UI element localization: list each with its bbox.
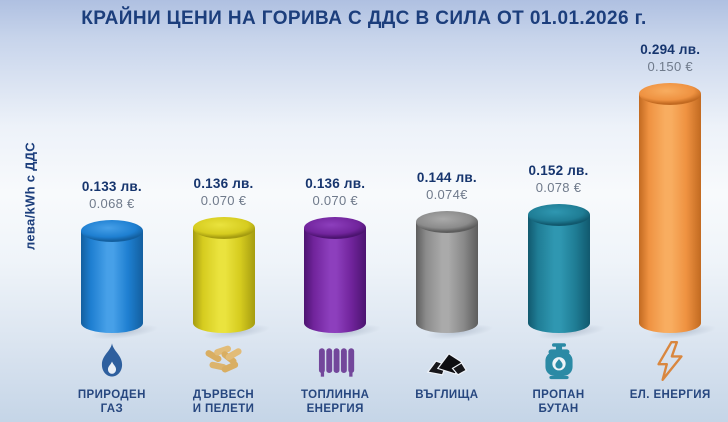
category-label: ТОПЛИННА ЕНЕРГИЯ [301, 384, 369, 422]
price-label-bgn: 0.152 лв. [528, 163, 589, 178]
category-label: ВЪГЛИЩА [415, 384, 478, 422]
chart-column: 0.152 лв. 0.078 € ПРОПАН БУТАН [503, 40, 627, 422]
bar-cylinder-top [304, 217, 367, 239]
bar-cylinder [639, 83, 728, 346]
bar-cylinder-top [192, 217, 255, 239]
bar-cylinder [192, 217, 292, 346]
fuel-icon-box [648, 336, 692, 384]
category-label-line: ЕЛ. ЕНЕРГИЯ [629, 389, 711, 401]
chart-column: 0.294 лв. 0.150 € ЕЛ. ЕНЕРГИЯ [614, 40, 728, 422]
bar-cylinder [80, 220, 180, 346]
category-label-line: ЕНЕРГИЯ [306, 403, 364, 416]
bar-cylinder-body [80, 231, 143, 333]
price-label-bgn: 0.136 лв. [305, 176, 366, 191]
coal-icon [426, 352, 467, 376]
bar-cylinder [415, 211, 515, 346]
bar-cylinder-body [415, 222, 478, 333]
lightning-icon [657, 341, 683, 381]
bars-row: 0.133 лв. 0.068 € ПРИРОДЕН ГАЗ 0.136 лв. 0.07… [56, 40, 728, 422]
wood-pellets-icon [204, 345, 242, 373]
price-label-eur: 0.070 € [312, 193, 358, 208]
category-label: ПРОПАН БУТАН [533, 384, 585, 422]
chart-column: 0.136 лв. 0.070 € ТОПЛИННА ЕНЕРГИЯ [279, 40, 403, 422]
bar-cylinder-top [415, 211, 478, 233]
chart-column: 0.144 лв. 0.074€ ВЪГЛИЩА [391, 40, 515, 422]
bar-cylinder-top [80, 220, 143, 242]
fuel-icon-box [201, 336, 247, 384]
category-label-line: ТОПЛИННА [300, 389, 370, 401]
bar-cylinder [304, 217, 403, 346]
price-label-eur: 0.078 € [535, 180, 582, 195]
category-label-line: ГАЗ [100, 403, 124, 416]
category-label: ЕЛ. ЕНЕРГИЯ [630, 384, 711, 422]
category-label: ДЪРВЕСН И ПЕЛЕТИ [193, 384, 255, 422]
chart-column: 0.136 лв. 0.070 € ДЪРВЕСН И ПЕЛЕТИ [168, 40, 292, 422]
category-label: ПРИРОДЕН ГАЗ [78, 384, 146, 422]
bar-chart: 0.133 лв. 0.068 € ПРИРОДЕН ГАЗ 0.136 лв. 0.07… [56, 40, 728, 422]
bar-cylinder-body [527, 215, 590, 333]
gas-bottle-icon [544, 343, 573, 380]
price-label-eur: 0.068 € [89, 196, 135, 211]
bar-cylinder [527, 204, 627, 346]
fuel-icon-box [538, 336, 580, 384]
category-label-line: БУТАН [538, 403, 579, 416]
bar-cylinder-top [639, 83, 702, 105]
price-label-eur: 0.074€ [426, 187, 468, 202]
y-axis-label: лева/kWh с ДДС [22, 142, 38, 250]
fuel-icon-box [90, 336, 134, 384]
radiator-icon [319, 348, 355, 377]
bar-cylinder-body [304, 228, 367, 333]
price-label-bgn: 0.294 лв. [640, 42, 701, 57]
category-label-line: ПРИРОДЕН [77, 389, 146, 401]
flame-icon [101, 343, 122, 377]
category-label-line: И ПЕЛЕТИ [192, 403, 255, 416]
category-label-line: ВЪГЛИЩА [415, 389, 479, 401]
chart-column: 0.133 лв. 0.068 € ПРИРОДЕН ГАЗ [56, 40, 180, 422]
price-label-bgn: 0.144 лв. [416, 170, 477, 185]
price-label-eur: 0.150 € [647, 59, 693, 74]
price-label-bgn: 0.136 лв. [193, 176, 254, 191]
page-title: КРАЙНИ ЦЕНИ НА ГОРИВА С ДДС В СИЛА ОТ 01… [81, 8, 647, 29]
fuel-icon-box [313, 336, 357, 384]
price-label-eur: 0.070 € [200, 193, 247, 208]
bar-cylinder-top [527, 204, 590, 226]
bar-cylinder-body [192, 228, 255, 333]
category-label-line: ПРОПАН [532, 389, 585, 401]
category-label-line: ДЪРВЕСН [192, 389, 255, 401]
bar-cylinder-body [639, 94, 702, 333]
fuel-icon-box [424, 336, 470, 384]
price-label-bgn: 0.133 лв. [81, 179, 142, 194]
